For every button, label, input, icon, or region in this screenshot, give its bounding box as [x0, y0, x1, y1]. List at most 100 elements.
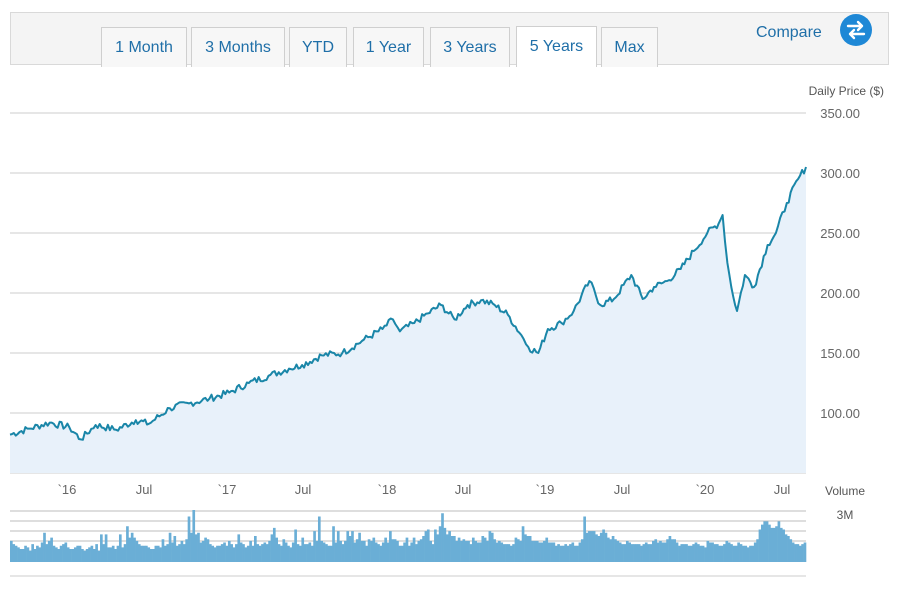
volume-bar — [412, 537, 416, 562]
volume-bar — [656, 542, 660, 562]
volume-bar — [611, 536, 615, 562]
volume-bar — [711, 542, 714, 562]
volume-bar — [381, 542, 385, 562]
volume-bar — [265, 544, 269, 562]
tab-max[interactable]: Max — [601, 27, 658, 67]
volume-bar — [104, 534, 108, 562]
volume-bar — [441, 513, 444, 562]
volume-bar — [118, 534, 122, 562]
volume-bar — [775, 526, 778, 562]
volume-bar — [344, 540, 347, 562]
volume-bar — [161, 539, 165, 562]
volume-bar — [81, 549, 84, 562]
volume-bar — [571, 542, 575, 562]
volume-bar — [803, 542, 807, 562]
volume-bar — [102, 544, 106, 562]
volume-bar — [370, 540, 373, 562]
volume-bar — [763, 521, 767, 562]
volume-bar — [178, 544, 181, 562]
volume-bar — [320, 540, 324, 562]
x-tick-label: Jul — [614, 482, 631, 497]
tab-3-months[interactable]: 3 Months — [191, 27, 285, 67]
y-tick-label: 100.00 — [820, 406, 860, 421]
volume-bar — [147, 547, 151, 562]
volume-bar — [315, 540, 319, 562]
volume-bar — [576, 545, 579, 562]
volume-bar — [187, 516, 191, 562]
volume-bar — [235, 544, 238, 562]
volume-bar — [673, 539, 677, 562]
swap-arrows-icon[interactable] — [840, 14, 872, 46]
volume-bar — [540, 542, 544, 562]
volume-bar — [464, 540, 468, 562]
volume-bar — [625, 540, 629, 562]
volume-bar — [223, 542, 226, 562]
volume-bar — [429, 540, 432, 562]
volume-bar — [758, 529, 762, 562]
compare-button[interactable]: Compare — [756, 24, 822, 41]
volume-bar — [483, 537, 487, 562]
volume-bar — [284, 542, 288, 562]
volume-bar — [372, 537, 376, 562]
volume-bar — [479, 542, 482, 562]
volume-bar — [171, 542, 174, 562]
volume-bar — [230, 544, 233, 562]
volume-bar — [71, 549, 75, 562]
volume-bar — [400, 545, 404, 562]
volume-bar — [787, 536, 790, 562]
volume-bar — [782, 529, 785, 562]
volume-bar — [524, 534, 527, 562]
volume-bar — [38, 547, 42, 562]
volume-bar — [595, 534, 598, 562]
volume-bar — [618, 542, 622, 562]
y-tick-label: 300.00 — [820, 166, 860, 181]
volume-bar — [391, 539, 395, 562]
volume-bar — [346, 531, 350, 562]
tab-1-month[interactable]: 1 Month — [101, 27, 187, 67]
volume-bar — [313, 531, 316, 562]
tab-ytd[interactable]: YTD — [289, 27, 347, 67]
volume-bar — [509, 545, 513, 562]
volume-bar — [50, 537, 53, 562]
x-tick-label: `16 — [58, 482, 77, 497]
volume-bar — [116, 545, 120, 562]
volume-bar — [604, 532, 608, 562]
volume-bar — [282, 539, 286, 562]
volume-bar — [652, 540, 655, 562]
volume-bar — [490, 532, 494, 562]
volume-bar — [578, 542, 582, 562]
volume-bar — [801, 544, 804, 562]
volume-bar — [777, 521, 781, 562]
tab-3-years[interactable]: 3 Years — [430, 27, 510, 67]
volume-bar — [355, 539, 359, 562]
volume-bar — [694, 542, 698, 562]
volume-bar — [708, 542, 712, 562]
volume-bar — [751, 545, 755, 562]
volume-bar — [322, 542, 326, 562]
volume-bar — [516, 539, 520, 562]
volume-bar — [76, 545, 80, 562]
volume-bar — [545, 537, 549, 562]
volume-bar — [749, 545, 752, 562]
volume-bar — [55, 547, 58, 562]
volume-bar — [585, 532, 589, 562]
volume-bar — [493, 539, 496, 562]
price-line — [9, 166, 807, 441]
volume-bar — [424, 531, 428, 562]
volume-bar — [256, 544, 260, 562]
tab-1-year[interactable]: 1 Year — [353, 27, 424, 67]
volume-bar — [666, 539, 669, 562]
volume-bar — [353, 542, 357, 562]
volume-bar — [317, 516, 321, 562]
volume-bar — [448, 531, 451, 562]
volume-tick-label: 3M — [837, 508, 854, 522]
volume-bar — [166, 544, 170, 562]
y-axis-label: Daily Price ($) — [809, 84, 884, 98]
volume-bar — [580, 539, 584, 562]
volume-bar — [528, 536, 532, 562]
tab-5-years[interactable]: 5 Years — [516, 26, 597, 67]
volume-bar — [505, 544, 508, 562]
volume-bar — [280, 545, 283, 562]
volume-axis-label: Volume — [825, 484, 865, 498]
volume-bar — [687, 545, 691, 562]
